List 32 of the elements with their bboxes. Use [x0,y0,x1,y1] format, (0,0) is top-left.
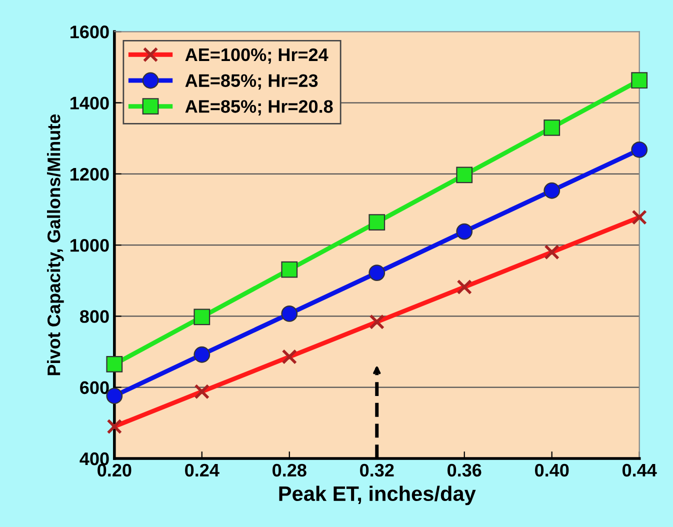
point [281,306,298,322]
x-tick-label: 0.36 [448,464,482,477]
point [456,166,473,184]
point [631,142,648,158]
x-tick-label: 0.44 [622,464,657,477]
y-tick-label: 1600 [70,26,109,38]
point [368,264,386,281]
point [368,214,386,230]
legend-label: AE=85%; Hr=23 [185,74,318,90]
y-tick-label: 600 [80,381,109,394]
x-tick-label: 0.32 [360,464,394,477]
point [544,119,560,136]
legend-label: AE=85%; Hr=20.8 [185,100,333,116]
x-tick-label: 0.28 [272,464,306,477]
point [194,308,210,326]
point [544,182,560,199]
x-tick-label: 0.24 [185,464,220,477]
point [106,356,123,372]
y-tick-label: 1000 [70,238,109,252]
y-tick-label: 800 [80,310,109,323]
point [194,346,210,363]
x-tick-label: 0.20 [98,464,132,477]
y-tick-label: 1200 [70,168,109,181]
x-tick-label: 0.40 [535,464,569,477]
point [631,72,648,89]
y-axis-title: Pivot Capacity, Gallons/Minute [47,114,64,376]
legend-label: AE=100%; Hr=24 [185,48,328,64]
point [456,223,473,240]
y-tick-label: 400 [80,452,109,466]
point [281,261,298,278]
y-tick-label: 1400 [70,96,109,110]
x-axis-title: Peak ET, inches/day [279,486,476,506]
